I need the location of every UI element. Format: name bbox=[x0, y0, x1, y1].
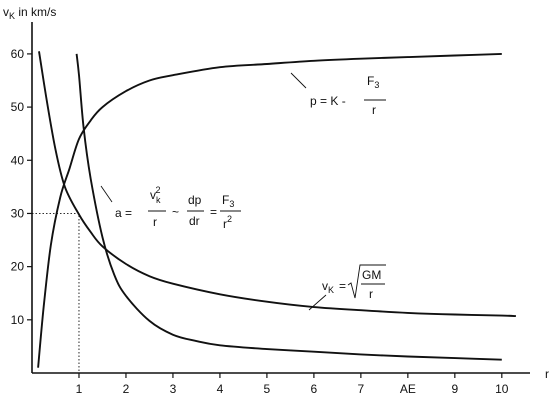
leader-vk bbox=[308, 294, 327, 311]
leader-p bbox=[290, 72, 307, 89]
series-line-1 bbox=[37, 52, 502, 368]
svg-text:F3: F3 bbox=[367, 74, 379, 90]
x-tick-label: 5 bbox=[264, 382, 271, 396]
x-tick-label: 10 bbox=[495, 382, 509, 396]
x-tick-label: 3 bbox=[170, 382, 177, 396]
y-tick-label: 20 bbox=[11, 260, 25, 274]
svg-text:r: r bbox=[369, 287, 373, 301]
svg-text:dp: dp bbox=[188, 193, 202, 207]
formula-p: p = K - F3 r bbox=[310, 74, 386, 117]
sqrt-sign bbox=[347, 264, 386, 299]
x-axis-title: r bbox=[545, 367, 549, 381]
x-tick-label: AE bbox=[400, 382, 416, 396]
x-tick-label: 6 bbox=[311, 382, 318, 396]
svg-text:=: = bbox=[339, 279, 346, 293]
svg-text:vK: vK bbox=[322, 279, 334, 295]
y-tick-label: 40 bbox=[11, 153, 25, 167]
series-line-3 bbox=[75, 53, 502, 361]
svg-text:r2: r2 bbox=[223, 214, 232, 231]
leader-a bbox=[100, 185, 113, 203]
x-tick-label: 2 bbox=[123, 382, 130, 396]
x-tick-label: 1 bbox=[76, 382, 83, 396]
svg-text:p = K -: p = K - bbox=[310, 94, 346, 108]
x-tick-label: 9 bbox=[451, 382, 458, 396]
svg-text:r: r bbox=[372, 103, 376, 117]
ticks: 1 2 3 4 5 6 7 AE 9 10 10 20 30 40 50 60 bbox=[11, 47, 509, 396]
formula-a: a = vk2 r ~ dp dr = F3 r2 bbox=[115, 185, 241, 231]
svg-text:~: ~ bbox=[172, 205, 179, 219]
x-tick-label: 4 bbox=[217, 382, 224, 396]
svg-text:r: r bbox=[153, 215, 157, 229]
y-tick-label: 60 bbox=[11, 47, 25, 61]
curves bbox=[37, 51, 516, 368]
svg-text:F3: F3 bbox=[222, 193, 234, 209]
svg-text:dr: dr bbox=[189, 214, 200, 228]
formula-vk: vK = GM r bbox=[322, 264, 386, 301]
x-tick-label: 7 bbox=[358, 382, 365, 396]
svg-text:GM: GM bbox=[362, 268, 381, 282]
svg-text:a =: a = bbox=[115, 206, 132, 220]
svg-text:=: = bbox=[210, 205, 217, 219]
y-tick-label: 10 bbox=[11, 313, 25, 327]
series-line-2 bbox=[38, 51, 516, 318]
y-tick-label: 50 bbox=[11, 100, 25, 114]
svg-text:vk2: vk2 bbox=[150, 185, 161, 205]
y-axis-title: vK in km/s bbox=[3, 5, 56, 21]
y-tick-label: 30 bbox=[11, 206, 25, 220]
